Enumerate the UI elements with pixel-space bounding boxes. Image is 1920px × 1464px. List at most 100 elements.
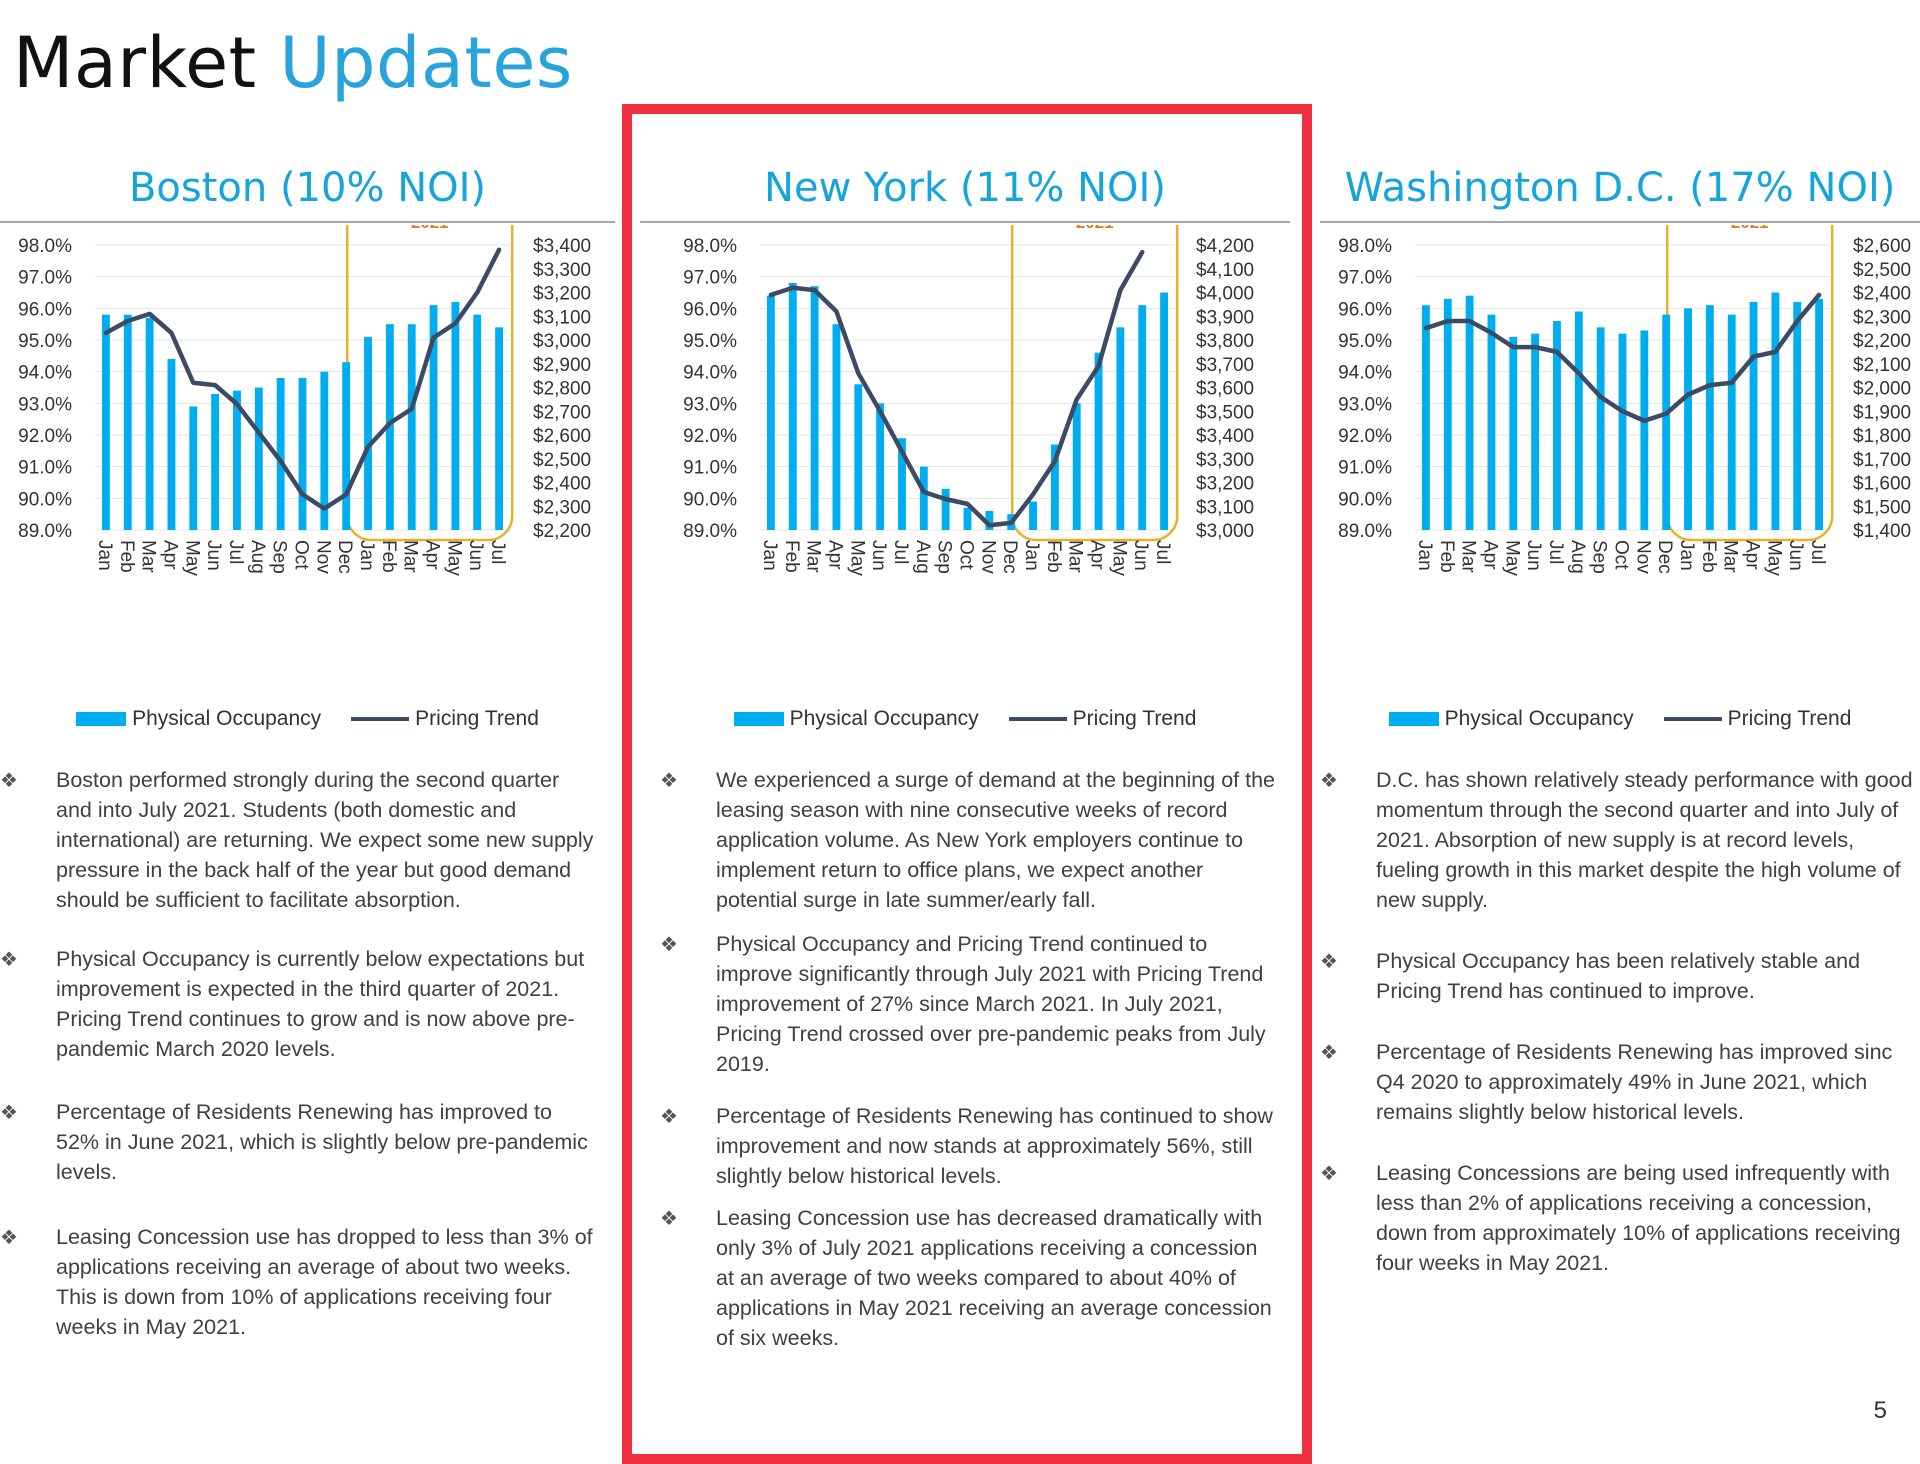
right-axis-tick-label: $4,100	[1196, 260, 1254, 281]
left-axis-tick-label: 89.0%	[683, 521, 737, 542]
list-item: ❖ Percentage of Residents Renewing has i…	[1320, 1037, 1920, 1127]
occupancy-bar	[385, 324, 394, 530]
occupancy-bar	[145, 317, 154, 530]
x-axis-tick-label: Jan	[356, 540, 377, 571]
x-axis-tick-label: Nov	[312, 540, 333, 574]
right-axis-tick-label: $1,900	[1853, 402, 1911, 423]
x-axis-tick-label: Sep	[934, 540, 955, 574]
x-axis-tick-label: Jan	[759, 540, 780, 571]
bullet-text: Boston performed strongly during the sec…	[56, 768, 594, 912]
list-item: ❖ Physical Occupancy has been relatively…	[1320, 946, 1920, 1006]
left-axis-tick-label: 91.0%	[18, 458, 72, 479]
left-axis-tick-label: 90.0%	[683, 489, 737, 510]
new-york-legend: Physical Occupancy Pricing Trend	[640, 707, 1290, 731]
left-axis-tick-label: 96.0%	[683, 299, 737, 320]
x-axis-tick-label: May	[1108, 540, 1129, 576]
right-axis-tick-label: $1,700	[1853, 450, 1911, 471]
right-axis-tick-label: $1,800	[1853, 426, 1911, 447]
bullet-text: Leasing Concession use has decreased dra…	[716, 1206, 1272, 1350]
right-axis-tick-label: $2,500	[533, 450, 591, 471]
occupancy-bar	[854, 384, 863, 530]
left-axis-tick-label: 89.0%	[18, 521, 72, 542]
x-axis-tick-label: May	[1763, 540, 1784, 576]
left-axis-tick-label: 91.0%	[1338, 458, 1392, 479]
occupancy-bar	[233, 390, 241, 530]
boston-title-divider	[0, 221, 615, 223]
right-axis-tick-label: $3,400	[533, 236, 591, 257]
bullet-diamond-icon: ❖	[660, 770, 678, 792]
legend-line-swatch	[351, 717, 410, 721]
legend-pricing-label: Pricing Trend	[1072, 707, 1197, 730]
right-axis-tick-label: $2,300	[1853, 307, 1911, 328]
list-item: ❖ Percentage of Residents Renewing has c…	[660, 1101, 1280, 1191]
legend-occupancy-label: Physical Occupancy	[1444, 707, 1634, 730]
occupancy-bar	[320, 371, 329, 530]
legend-pricing: Pricing Trend	[1008, 707, 1197, 731]
legend-line-swatch	[1008, 717, 1067, 721]
washington-chart: 98.0% 97.0% 96.0% 95.0% 94.0% 93.0% 92.0% 91.0%…	[1338, 225, 1911, 576]
left-axis-tick-label: 97.0%	[18, 268, 72, 289]
occupancy-bar	[1443, 298, 1452, 530]
list-item: ❖ Leasing Concessions are being used inf…	[1320, 1158, 1920, 1278]
washington-bullets: ❖ D.C. has shown relatively steady perfo…	[1320, 765, 1920, 1278]
right-axis-tick-label: $2,400	[533, 474, 591, 495]
left-axis-tick-label: 95.0%	[18, 331, 72, 352]
x-axis-tick-label: Mar	[1458, 540, 1479, 573]
x-axis-tick-label: Feb	[116, 540, 137, 573]
right-axis-tick-label: $1,400	[1853, 521, 1911, 542]
left-axis-tick-label: 97.0%	[1338, 268, 1392, 289]
left-axis-tick-label: 96.0%	[1338, 299, 1392, 320]
right-axis-tick-label: $3,600	[1196, 379, 1254, 400]
x-axis-tick-label: May	[1501, 540, 1522, 576]
occupancy-bar	[1116, 327, 1125, 530]
occupancy-bar	[941, 488, 950, 530]
bullet-diamond-icon: ❖	[0, 949, 18, 971]
legend-occupancy-label: Physical Occupancy	[132, 707, 322, 730]
new-york-chart: 98.0% 97.0% 96.0% 95.0% 94.0% 93.0% 92.0% 91.0%…	[683, 225, 1254, 576]
washington-title-divider	[1320, 221, 1920, 223]
occupancy-bar	[123, 314, 132, 530]
right-axis-tick-label: $3,900	[1196, 307, 1254, 328]
x-axis-tick-label: Sep	[1589, 540, 1610, 574]
occupancy-bar	[898, 438, 906, 530]
x-axis-tick-label: Jun	[868, 540, 889, 571]
occupancy-bar	[1553, 321, 1561, 530]
x-axis-tick-label: Aug	[247, 540, 268, 574]
right-axis-tick-label: $4,200	[1196, 236, 1254, 257]
x-axis-tick-label: Feb	[378, 540, 399, 573]
legend-occupancy: Physical Occupancy	[1388, 707, 1634, 731]
legend-pricing: Pricing Trend	[351, 707, 539, 731]
list-item: ❖ Physical Occupancy and Pricing Trend c…	[660, 929, 1280, 1079]
x-axis-tick-label: Jan	[1021, 540, 1042, 571]
x-axis-tick-label: Jun	[465, 540, 486, 571]
occupancy-bar	[364, 336, 372, 530]
right-axis-tick-label: $3,300	[1196, 450, 1254, 471]
occupancy-bar	[766, 295, 775, 530]
occupancy-bar	[919, 466, 928, 530]
x-axis-tick-label: Mar	[803, 540, 824, 573]
x-axis-tick-label: Jun	[1785, 540, 1806, 571]
x-axis-tick-label: Nov	[1632, 540, 1653, 574]
occupancy-bar	[1094, 352, 1103, 530]
x-axis-tick-label: Apr	[1742, 540, 1763, 570]
x-axis-tick-label: Apr	[824, 540, 845, 570]
x-axis-tick-label: Jul	[1152, 540, 1173, 564]
bullet-text: Leasing Concession use has dropped to le…	[56, 1225, 593, 1339]
x-axis-tick-label: Oct	[956, 540, 977, 570]
bullet-text: Percentage of Residents Renewing has con…	[716, 1104, 1273, 1188]
x-axis-tick-label: Jan	[1676, 540, 1697, 571]
boston-bullets: ❖ Boston performed strongly during the s…	[0, 765, 600, 1342]
bullet-diamond-icon: ❖	[1320, 1163, 1338, 1185]
right-axis-tick-label: $2,800	[533, 379, 591, 400]
x-axis-tick-label: Feb	[1043, 540, 1064, 573]
occupancy-bar	[211, 393, 220, 530]
x-axis-tick-label: Mar	[400, 540, 421, 573]
occupancy-bar	[1727, 314, 1736, 530]
occupancy-bar	[1618, 333, 1627, 530]
occupancy-bar	[1050, 444, 1059, 530]
left-axis-tick-label: 92.0%	[1338, 426, 1392, 447]
legend-bar-swatch	[1388, 712, 1439, 726]
occupancy-bar	[810, 286, 819, 530]
left-axis-tick-label: 90.0%	[1338, 489, 1392, 510]
bullet-diamond-icon: ❖	[660, 1208, 678, 1230]
